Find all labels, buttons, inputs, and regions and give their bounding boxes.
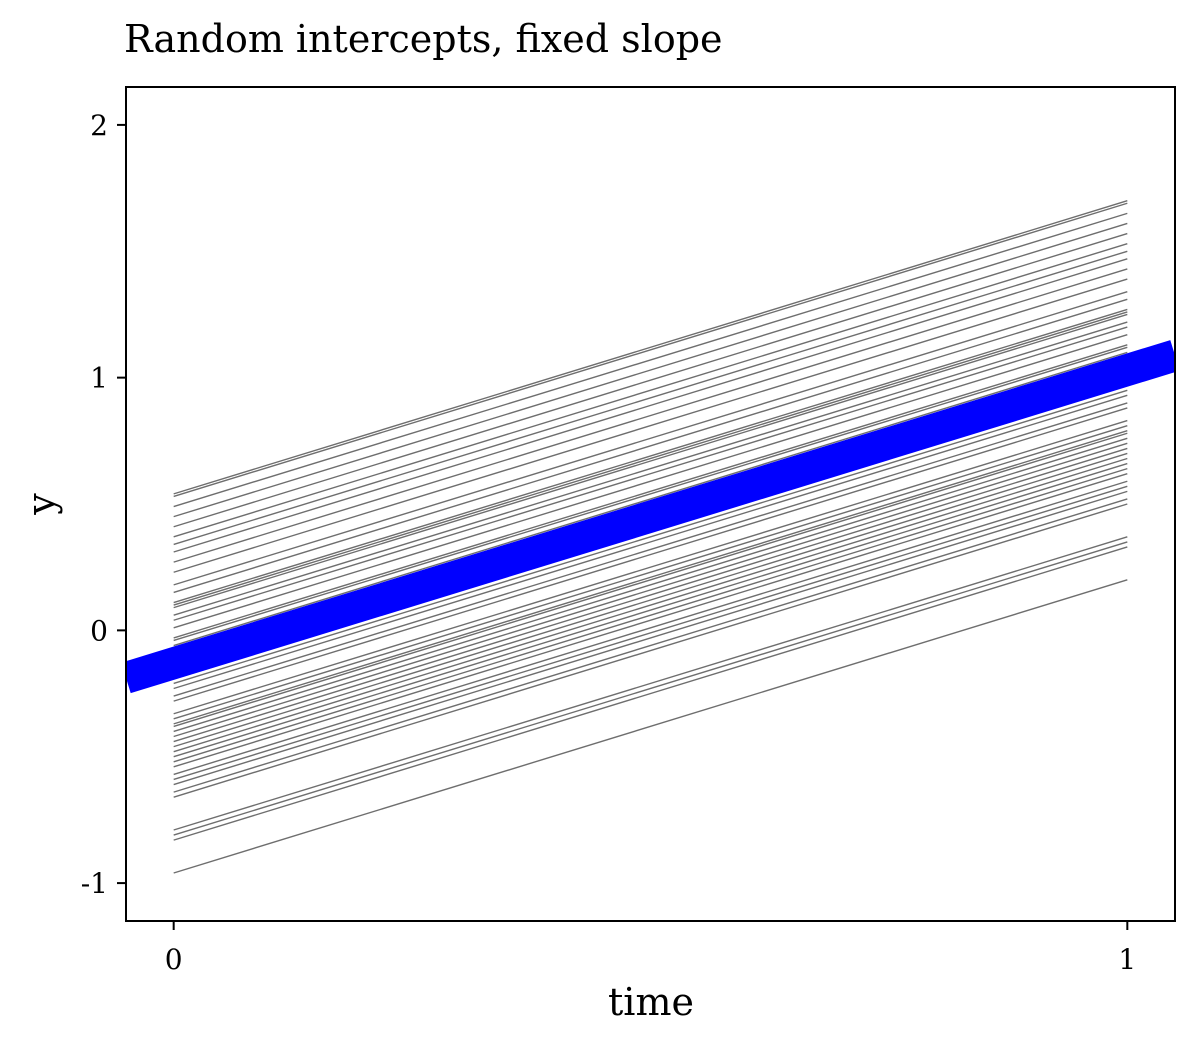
group-line [173,321,1128,616]
group-line [173,222,1128,518]
group-line [173,346,1128,642]
chart-title: Random intercepts, fixed slope [124,17,723,61]
group-line [173,452,1128,748]
group-line [173,536,1128,831]
group-line [173,258,1128,553]
population-layer [126,340,1175,694]
group-line [173,202,1128,498]
group-line [173,291,1128,586]
y-axis: 2 1 0 -1 [81,109,126,900]
group-line [173,437,1128,733]
y-axis-label: y [19,493,63,516]
group-line [173,232,1128,528]
group-line [173,200,1128,495]
group-line [173,407,1128,702]
group-line [173,546,1128,841]
y-tick-label: 1 [90,362,108,395]
x-tick-label: 1 [1118,943,1136,976]
y-tick-label: 0 [90,614,108,647]
group-line [173,467,1128,763]
x-axis-label: time [608,980,694,1024]
group-line [173,432,1128,728]
group-line [173,389,1128,685]
group-line [173,394,1128,690]
group-line [173,419,1128,715]
group-line [173,313,1128,609]
y-tick-label: -1 [81,867,108,900]
group-line [173,311,1128,606]
group-line [173,402,1128,697]
x-tick-label: 0 [165,943,183,976]
group-lines [173,200,1128,874]
group-line [173,351,1128,647]
group-line [173,344,1128,639]
group-line [173,541,1128,836]
group-line [173,498,1128,793]
group-line [173,442,1128,738]
population-line [126,340,1175,694]
group-line [173,278,1128,573]
group-line [173,579,1128,874]
plot-frame [125,86,1176,922]
group-line [173,473,1128,768]
group-line [173,243,1128,538]
group-line [173,308,1128,604]
group-line [173,462,1128,758]
group-line [173,480,1128,776]
group-line [173,250,1128,546]
group-line [173,457,1128,753]
group-line [173,268,1128,563]
group-line [173,334,1128,629]
group-line [173,490,1128,786]
group-line [173,503,1128,798]
group-line [173,212,1128,508]
group-line [173,424,1128,720]
group-line [173,298,1128,594]
group-line [173,430,1128,725]
group-line [173,485,1128,781]
group-line [173,326,1128,621]
y-tick-label: 2 [90,109,108,142]
group-line [173,447,1128,743]
